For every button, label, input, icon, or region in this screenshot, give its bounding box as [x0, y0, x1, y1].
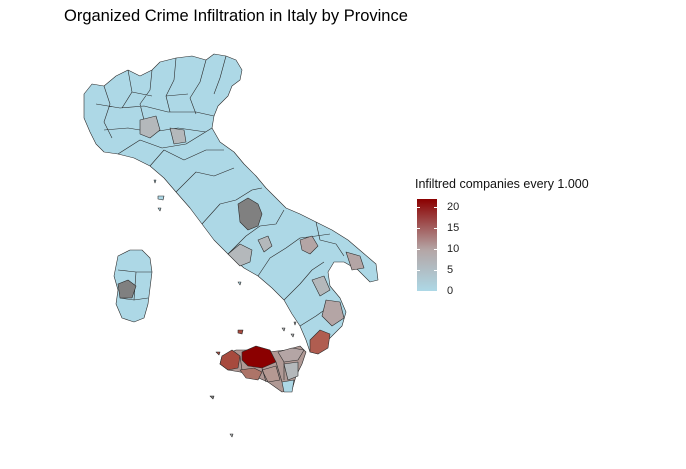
island-elba — [157, 195, 165, 201]
island-aeolian-1 — [237, 329, 244, 335]
legend-tick-mark — [434, 291, 437, 292]
island-tuscan-1 — [157, 207, 162, 212]
legend-tick-label: 20 — [447, 200, 460, 213]
province-caltanissetta — [261, 365, 281, 383]
chart-title: Organized Crime Infiltration in Italy by… — [64, 7, 408, 25]
legend-tick-label: 15 — [447, 221, 460, 234]
province-northwest-grey — [139, 115, 161, 139]
province-north-grey — [169, 127, 187, 145]
legend-tick-mark — [417, 249, 420, 251]
province-calabria-south — [309, 329, 331, 355]
legend-tick-label: 5 — [447, 263, 454, 276]
legend-tick-label: 0 — [447, 284, 454, 297]
island-aeolian-3 — [290, 333, 295, 338]
legend: Infiltred companies every 1.000 0 5 10 15 20 — [415, 177, 677, 322]
province-trapani — [219, 349, 241, 371]
legend-title: Infiltred companies every 1.000 — [415, 177, 589, 191]
province-central-grey — [257, 235, 273, 253]
island-tuscan-2 — [153, 179, 157, 184]
province-missing-central — [237, 197, 263, 231]
island-egadi — [209, 395, 215, 400]
legend-tick-mark — [434, 207, 437, 209]
province-catania — [283, 361, 299, 381]
island-lampedusa — [229, 433, 234, 438]
province-palermo — [241, 345, 277, 369]
legend-tick-mark — [417, 207, 420, 209]
province-siracusa — [281, 379, 295, 393]
province-boundaries-north — [95, 55, 345, 327]
province-lazio-grey — [227, 243, 253, 267]
legend-tick-mark — [417, 228, 420, 230]
legend-colorbar — [417, 199, 437, 291]
province-calabria-north — [321, 299, 345, 327]
sicily-boundaries — [239, 355, 285, 383]
province-puglia-grey — [345, 251, 365, 271]
province-basilicata-grey — [311, 275, 331, 297]
province-agrigento — [239, 367, 263, 381]
province-missing-sardinia — [117, 279, 137, 299]
island-aeolian-4 — [293, 321, 297, 326]
legend-tick-label: 10 — [447, 242, 460, 255]
island-aeolian-2 — [281, 327, 286, 332]
legend-tick-mark — [417, 270, 420, 272]
province-campania-grey — [299, 235, 319, 255]
legend-tick-mark — [417, 291, 420, 292]
island-ponza — [237, 281, 242, 286]
legend-tick-mark — [434, 249, 437, 251]
legend-tick-mark — [434, 270, 437, 272]
legend-tick-mark — [434, 228, 437, 230]
island-ustica — [215, 351, 221, 356]
province-messina — [277, 347, 305, 363]
